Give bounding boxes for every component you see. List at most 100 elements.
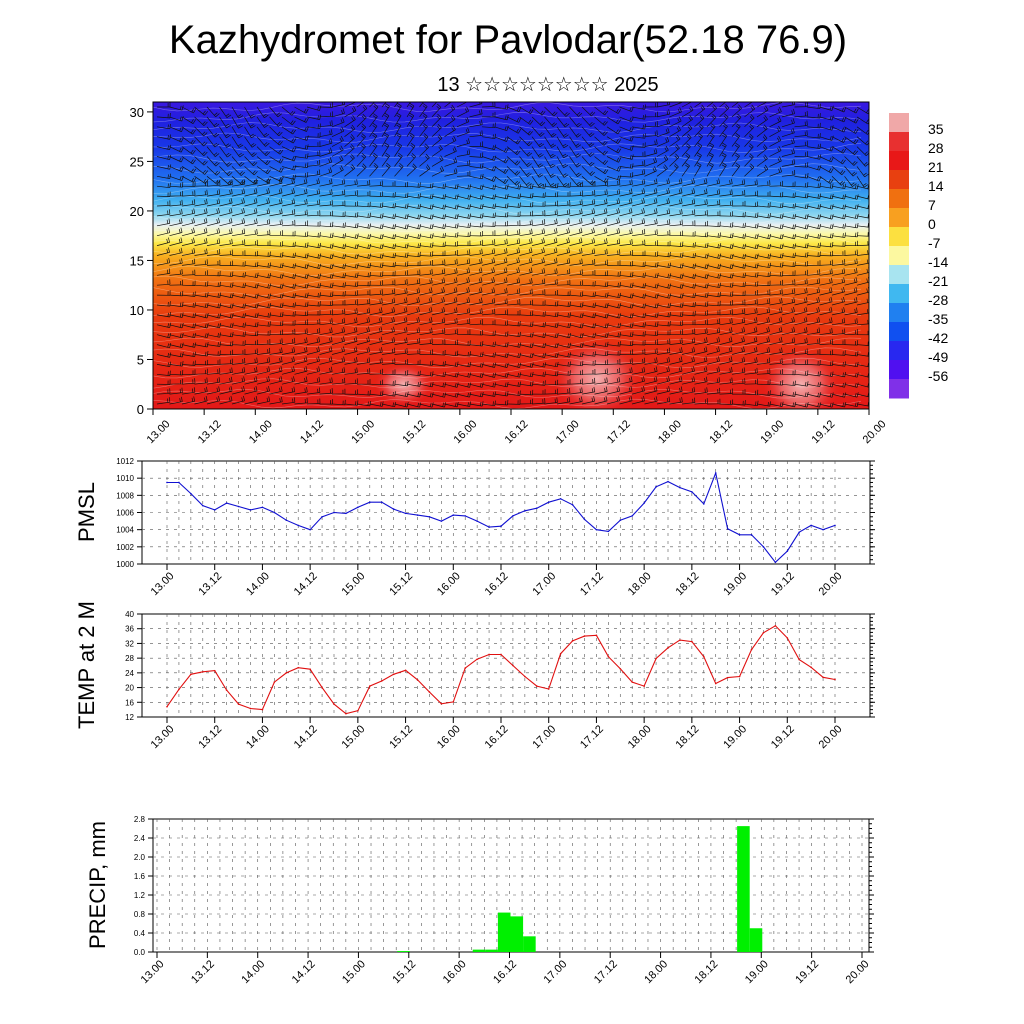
wind-barb — [269, 126, 283, 137]
wind-barb — [169, 361, 184, 367]
wind-barb — [644, 197, 658, 207]
wind-barb — [281, 165, 297, 171]
wind-barb — [206, 341, 221, 347]
wind-barb — [606, 249, 621, 256]
wind-barb — [756, 271, 771, 278]
y-tick-label: 1.6 — [134, 872, 146, 881]
wind-barb — [844, 176, 857, 187]
wind-barb — [756, 401, 771, 407]
wind-barb — [419, 164, 431, 177]
wind-barb — [169, 322, 184, 329]
wind-barb — [806, 327, 821, 336]
x-tick-label: 17.12 — [578, 723, 606, 751]
wind-barb — [494, 287, 508, 296]
wind-barb — [856, 126, 869, 135]
wind-barb — [569, 387, 583, 395]
wind-barb — [706, 263, 722, 269]
wind-barb — [306, 150, 321, 157]
wind-barb — [831, 204, 847, 210]
wind-barb — [619, 331, 634, 337]
wind-barb — [381, 358, 396, 365]
wind-barb — [269, 338, 283, 345]
wind-barb — [156, 388, 171, 395]
wind-barb — [181, 323, 197, 329]
wind-barb — [294, 178, 308, 187]
wind-barb — [156, 397, 171, 405]
wind-barb — [219, 282, 234, 288]
wind-barb — [381, 162, 391, 177]
wind-barb — [506, 176, 521, 186]
wind-barb — [744, 253, 759, 259]
x-tick-label: 14.00 — [247, 418, 275, 446]
wind-barb — [581, 258, 596, 266]
wind-barb — [769, 307, 783, 316]
wind-barb — [781, 224, 797, 230]
data-point — [702, 655, 705, 658]
data-point — [822, 676, 824, 679]
wind-barb — [156, 257, 171, 266]
x-tick-label: 14.00 — [244, 570, 272, 598]
wind-barb — [531, 398, 546, 405]
wind-barb — [531, 116, 546, 127]
wind-barb — [656, 376, 670, 385]
wind-barb — [356, 368, 371, 375]
wind-barb — [569, 199, 583, 207]
wind-barb — [644, 262, 659, 268]
wind-barb — [531, 156, 544, 168]
wind-barb — [469, 119, 483, 128]
colorbar-label: 28 — [928, 140, 944, 156]
wind-barb — [619, 179, 633, 187]
wind-barb — [431, 296, 445, 306]
wind-barb — [844, 340, 859, 346]
wind-barb — [306, 210, 321, 217]
data-point — [488, 526, 490, 528]
wind-barb — [431, 113, 442, 128]
wind-barb — [444, 392, 459, 398]
wind-barb — [181, 146, 196, 155]
wind-barb — [381, 288, 396, 296]
wind-barb — [769, 347, 783, 355]
wind-barb — [181, 136, 196, 145]
wind-barb — [419, 182, 434, 189]
wind-barb — [594, 189, 608, 197]
wind-barb — [494, 176, 509, 184]
wind-barb — [719, 102, 727, 108]
wind-barb — [456, 372, 472, 378]
data-point — [667, 480, 669, 483]
wind-barb — [269, 366, 283, 375]
wind-barb — [169, 333, 184, 339]
wind-barb — [681, 273, 697, 279]
wind-barb — [694, 301, 709, 307]
wind-barb — [482, 111, 496, 118]
wind-barb — [319, 189, 333, 197]
data-point — [476, 658, 478, 661]
data-point — [583, 518, 586, 521]
wind-barb — [406, 359, 421, 366]
x-tick-label: 15.00 — [339, 570, 367, 598]
wind-barb — [269, 311, 284, 318]
wind-barb — [381, 112, 390, 127]
wind-barb — [606, 282, 621, 288]
wind-barb — [819, 250, 833, 257]
wind-barb — [419, 402, 434, 408]
wind-barb — [281, 273, 297, 279]
wind-barb — [369, 280, 383, 286]
wind-barb — [744, 346, 758, 355]
wind-barb — [244, 106, 256, 119]
wind-barb — [181, 190, 196, 197]
wind-barb — [819, 241, 834, 248]
wind-barb — [331, 222, 346, 228]
data-point — [643, 685, 645, 687]
wind-barb — [481, 230, 496, 237]
wind-barb — [694, 188, 708, 197]
x-tick-label: 14.12 — [298, 418, 326, 446]
wind-barb — [494, 277, 508, 286]
colorbar-label: -56 — [928, 368, 948, 384]
wind-barb — [506, 310, 521, 316]
wind-barb — [481, 212, 496, 218]
wind-barb — [806, 242, 821, 248]
wind-barb — [319, 356, 333, 365]
wind-barb — [206, 238, 221, 246]
wind-barb — [781, 203, 797, 209]
y-tick-label: 25 — [130, 154, 144, 169]
